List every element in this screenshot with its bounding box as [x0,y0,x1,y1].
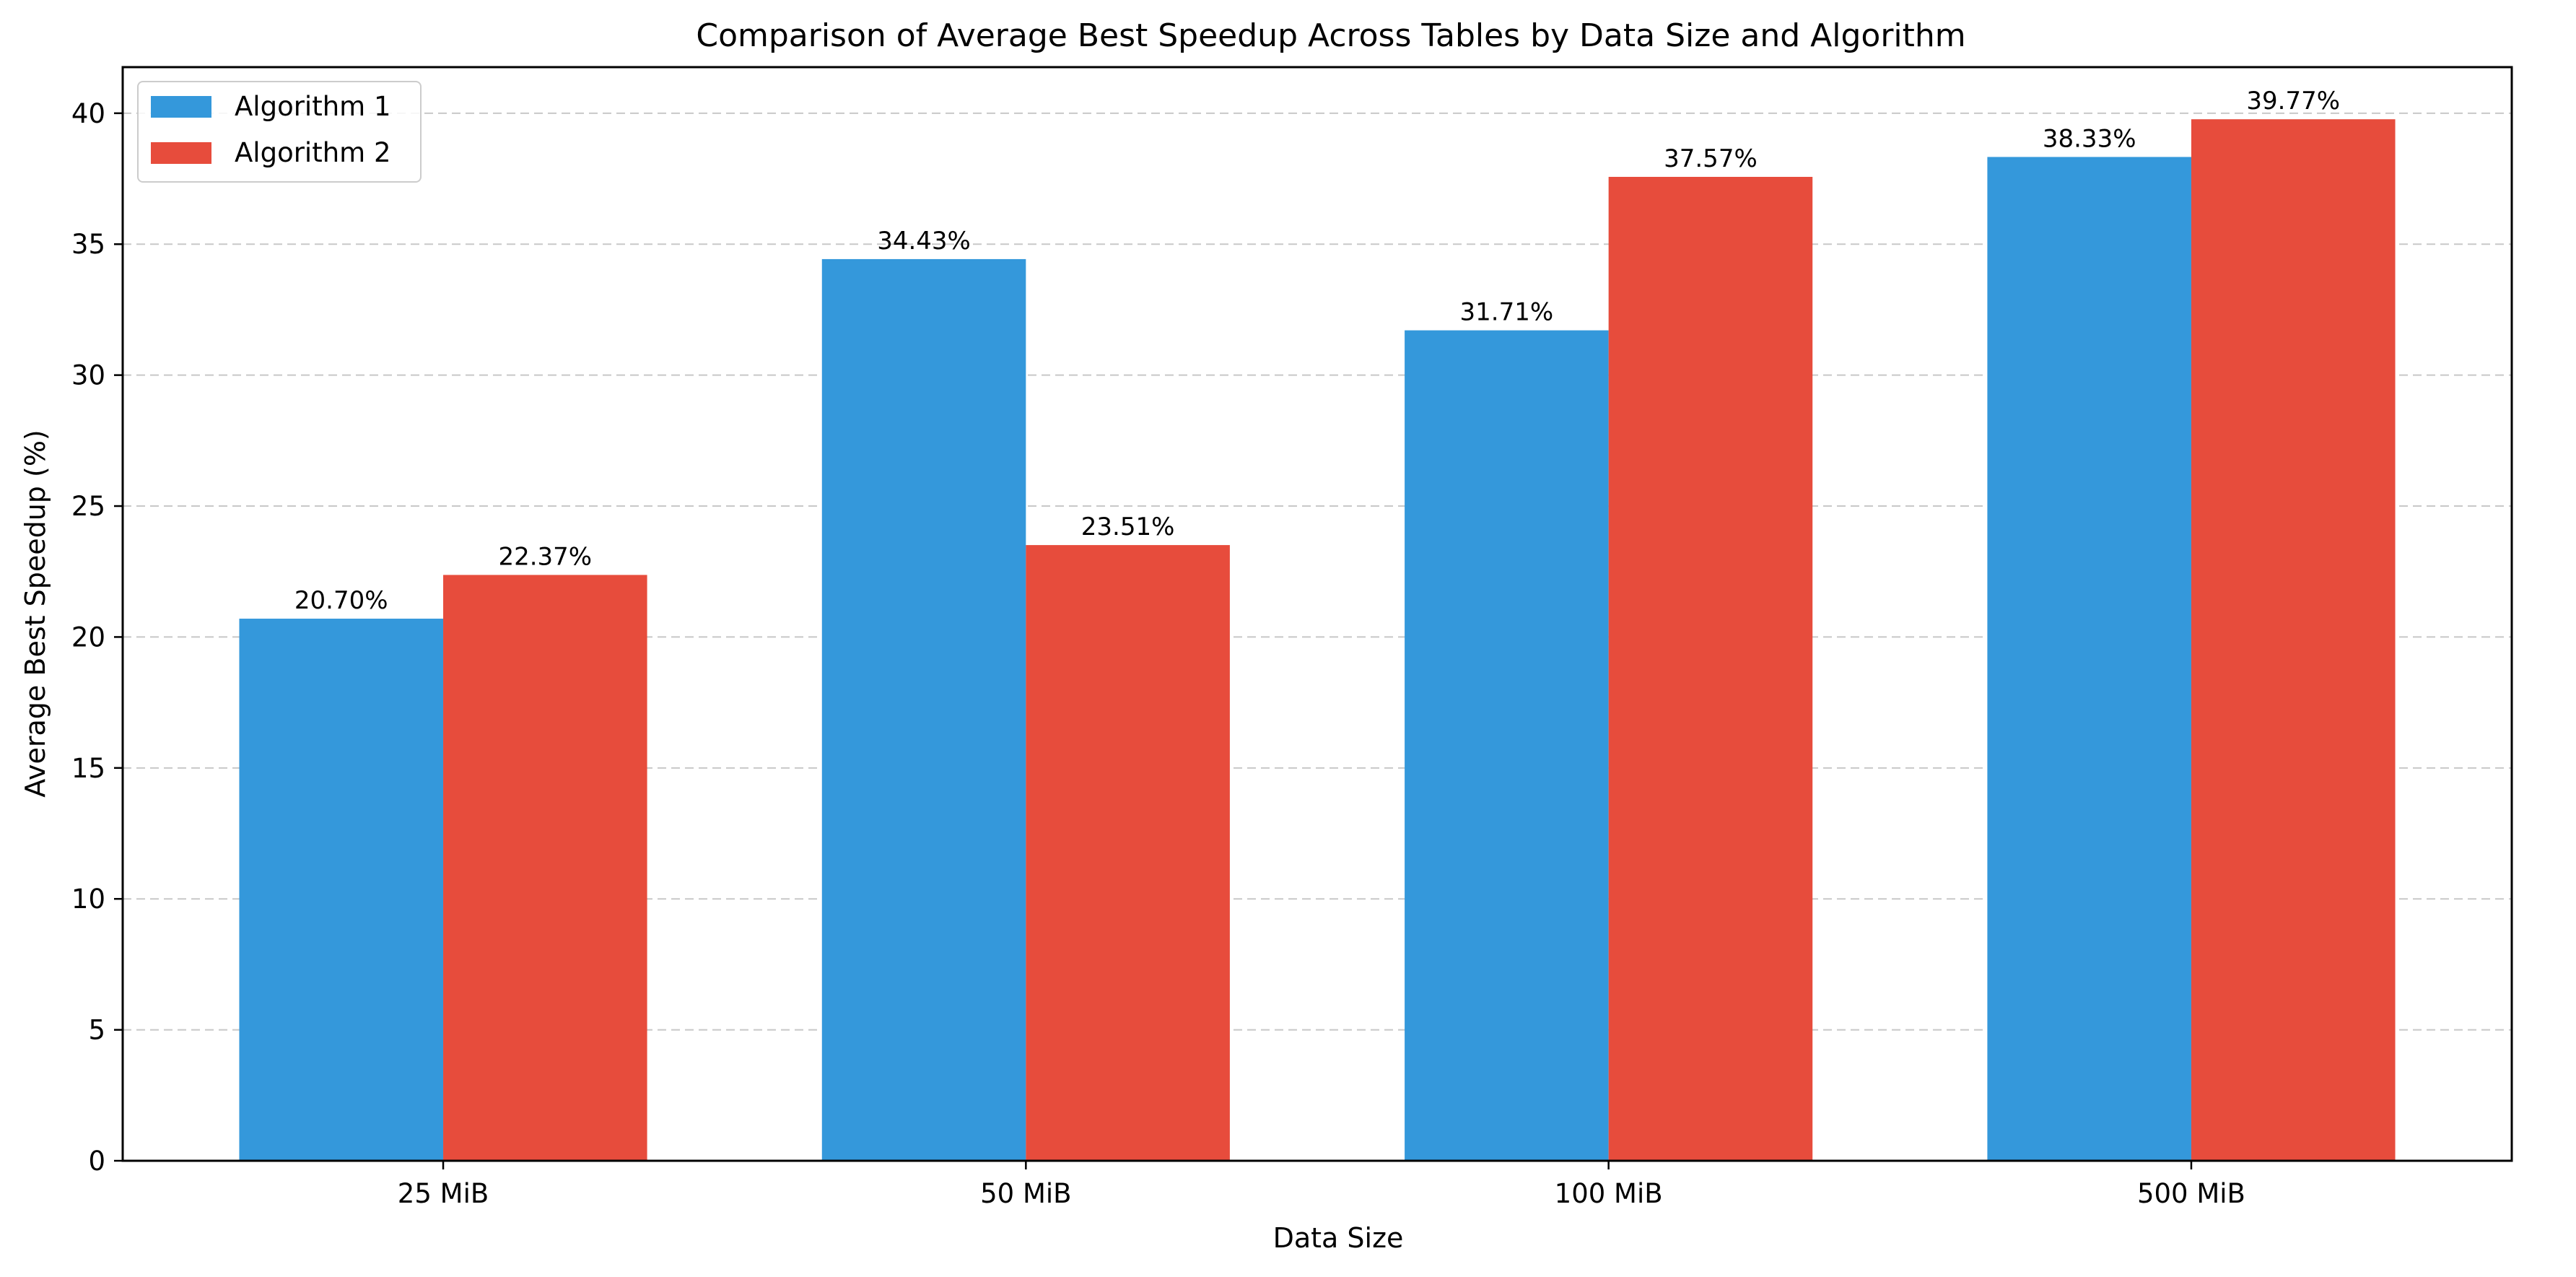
y-tick-label: 30 [71,360,105,391]
legend: Algorithm 1 Algorithm 2 [137,81,422,183]
bar-value-label: 34.43% [877,227,971,256]
legend-swatch-algorithm-1 [151,96,211,118]
bar-value-label: 23.51% [1081,513,1175,541]
x-tick-label: 100 MiB [1555,1178,1663,1209]
x-tick-label: 50 MiB [980,1178,1071,1209]
bar-value-label: 31.71% [1460,298,1554,327]
bar-algorithm-2-100-mib [1608,177,1813,1161]
legend-swatch-algorithm-2 [151,142,211,164]
bar-algorithm-2-500-mib [2191,119,2396,1161]
y-tick-label: 10 [71,884,105,915]
bar-algorithm-1-100-mib [1405,330,1609,1161]
bar-value-label: 37.57% [1664,144,1758,173]
y-tick-label: 5 [88,1015,105,1046]
bar-value-label: 38.33% [2043,124,2136,153]
data-labels: 20.70% 34.43% 31.71% 38.33% 22.37% 23.51% 37.5… [294,87,2340,615]
x-tick-label: 25 MiB [398,1178,489,1209]
y-tick-label: 0 [88,1146,105,1177]
x-axis-ticks: 25 MiB 50 MiB 100 MiB 500 MiB [398,1161,2245,1209]
plot-frame [121,66,2513,1162]
bar-algorithm-1-25-mib [239,619,444,1161]
bar-algorithm-1-50-mib [821,258,1026,1161]
x-axis-label: Data Size [1273,1222,1404,1254]
bar-algorithm-2-25-mib [443,575,647,1161]
y-tick-label: 15 [71,753,105,784]
y-tick-label: 25 [71,491,105,522]
y-tick-label: 40 [71,98,105,129]
y-axis-ticks: 0 5 10 15 20 25 30 35 40 [71,98,123,1177]
chart-title: Comparison of Average Best Speedup Acros… [696,17,1965,54]
legend-label-algorithm-1: Algorithm 1 [235,91,391,122]
legend-label-algorithm-2: Algorithm 2 [235,137,391,168]
bar-algorithm-1-500-mib [1987,157,2191,1161]
bar-value-label: 39.77% [2246,87,2340,116]
y-tick-label: 35 [71,229,105,260]
bars [239,119,2396,1161]
bar-value-label: 22.37% [498,542,592,571]
y-axis-label: Average Best Speedup (%) [19,430,51,798]
bar-algorithm-2-50-mib [1026,545,1230,1161]
bar-value-label: 20.70% [294,586,388,615]
x-tick-label: 500 MiB [2137,1178,2245,1209]
y-tick-label: 20 [71,622,105,653]
